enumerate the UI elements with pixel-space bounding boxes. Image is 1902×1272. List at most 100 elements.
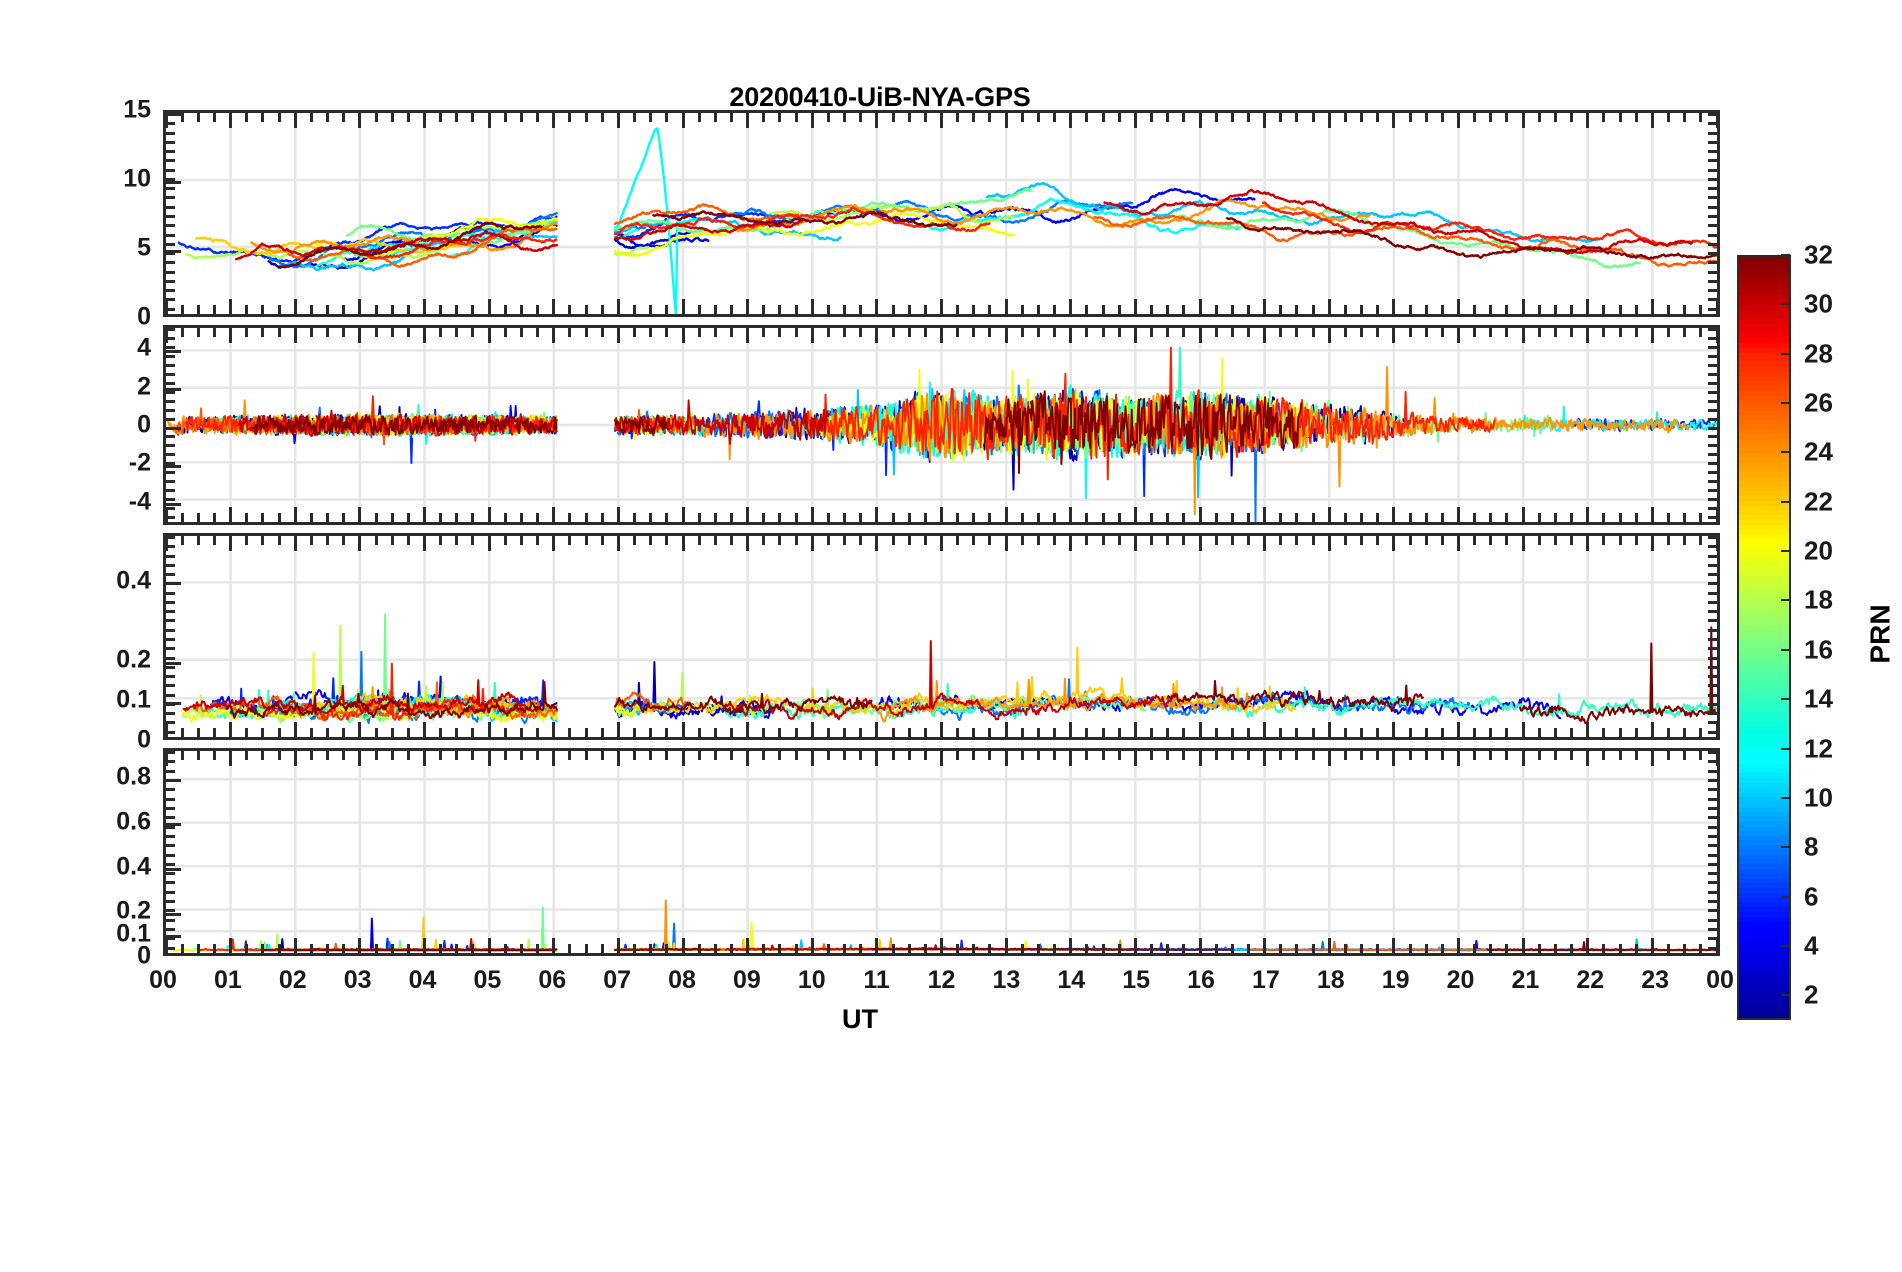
x-minor-tick: [1311, 113, 1315, 122]
x-minor-tick: [1408, 944, 1412, 953]
trace-prn-18: [613, 245, 650, 257]
x-minor-tick: [1618, 751, 1622, 760]
x-major-tick: [1586, 722, 1590, 737]
x-minor-tick: [245, 113, 249, 122]
x-minor-tick: [778, 536, 782, 545]
trace-prn-32: [226, 681, 558, 720]
x-minor-tick: [1634, 305, 1638, 314]
x-minor-tick: [907, 305, 911, 314]
x-major-tick: [1327, 938, 1331, 953]
colorbar-segment: [1739, 543, 1789, 550]
x-major-tick: [1650, 113, 1654, 128]
x-minor-tick: [1440, 305, 1444, 314]
colorbar-tick-label: 10: [1804, 782, 1833, 813]
x-major-tick: [810, 536, 814, 551]
x-minor-tick: [1053, 113, 1057, 122]
gridlines: [166, 113, 1717, 314]
x-minor-tick: [455, 113, 459, 122]
colorbar-segment: [1739, 271, 1789, 278]
colorbar-segment: [1739, 696, 1789, 703]
colorbar-segment: [1739, 935, 1789, 942]
x-minor-tick: [1570, 728, 1574, 737]
x-major-tick: [875, 328, 879, 343]
colorbar-segment: [1739, 524, 1789, 531]
x-major-tick: [1133, 751, 1137, 766]
colorbar-tick-label: 32: [1804, 239, 1833, 270]
x-minor-tick: [859, 113, 863, 122]
x-major-tick: [1133, 938, 1137, 953]
x-minor-tick: [1311, 728, 1315, 737]
y-minor-tick: [1708, 417, 1717, 421]
y-minor-tick: [166, 462, 175, 466]
colorbar-segment: [1739, 940, 1789, 947]
x-minor-tick: [859, 728, 863, 737]
x-minor-tick: [1602, 728, 1606, 737]
colorbar-segment: [1739, 457, 1789, 464]
x-minor-tick: [439, 944, 443, 953]
y-minor-tick: [1708, 354, 1717, 358]
x-minor-tick: [277, 328, 281, 337]
colorbar-segment: [1739, 677, 1789, 684]
x-minor-tick: [1085, 944, 1089, 953]
trace-prn-28: [803, 346, 1496, 481]
x-minor-tick: [697, 113, 701, 122]
colorbar-segment: [1739, 304, 1789, 311]
x-minor-tick: [794, 751, 798, 760]
x-minor-tick: [245, 305, 249, 314]
x-major-tick: [487, 536, 491, 551]
x-major-tick: [293, 722, 297, 737]
x-minor-tick: [584, 305, 588, 314]
x-major-tick: [1392, 113, 1396, 128]
x-minor-tick: [1295, 536, 1299, 545]
x-tick-label: 00: [1706, 966, 1734, 994]
x-major-tick: [293, 113, 297, 128]
y-minor-tick: [1708, 610, 1717, 614]
x-major-tick: [1263, 536, 1267, 551]
x-minor-tick: [1295, 728, 1299, 737]
x-minor-tick: [633, 728, 637, 737]
colorbar-segment: [1739, 333, 1789, 340]
x-minor-tick: [245, 328, 249, 337]
colorbar-segment: [1739, 300, 1789, 306]
y-minor-tick: [1708, 159, 1717, 163]
y-minor-tick: [1708, 545, 1717, 549]
y-minor-tick: [1708, 498, 1717, 502]
colorbar-segment: [1739, 290, 1789, 297]
x-major-tick: [1069, 938, 1073, 953]
x-minor-tick: [1214, 305, 1218, 314]
x-minor-tick: [1020, 305, 1024, 314]
x-minor-tick: [519, 536, 523, 545]
y-minor-tick: [166, 619, 175, 623]
x-major-tick: [1586, 113, 1590, 128]
x-minor-tick: [972, 751, 976, 760]
y-minor-tick: [1708, 881, 1717, 885]
trace-canvas-2: [166, 328, 1717, 522]
colorbar[interactable]: [1737, 255, 1791, 1020]
x-tick-label: 10: [797, 966, 826, 994]
colorbar-segment: [1739, 773, 1789, 780]
x-major-tick: [1521, 722, 1525, 737]
colorbar-segment: [1739, 496, 1789, 502]
x-minor-tick: [309, 751, 313, 760]
x-minor-tick: [633, 305, 637, 314]
trace-prn-16: [345, 223, 558, 247]
x-major-tick: [423, 536, 426, 551]
x-minor-tick: [1440, 328, 1444, 337]
colorbar-segment: [1739, 902, 1789, 909]
colorbar-segment: [1739, 606, 1789, 612]
y-minor-tick: [1708, 187, 1717, 191]
x-tick-label: 04: [408, 966, 437, 994]
trace-prn-32: [1226, 217, 1717, 260]
y-minor-tick: [166, 489, 175, 493]
x-minor-tick: [536, 113, 540, 122]
x-minor-tick: [1537, 728, 1541, 737]
y-minor-tick: [1708, 591, 1717, 595]
x-minor-tick: [1214, 944, 1218, 953]
x-minor-tick: [762, 113, 766, 122]
x-major-tick: [487, 299, 491, 314]
x-minor-tick: [729, 728, 733, 737]
y-minor-tick: [166, 471, 175, 475]
y-minor-tick: [1708, 444, 1717, 448]
colorbar-segment: [1739, 534, 1789, 541]
x-major-tick: [229, 751, 233, 766]
